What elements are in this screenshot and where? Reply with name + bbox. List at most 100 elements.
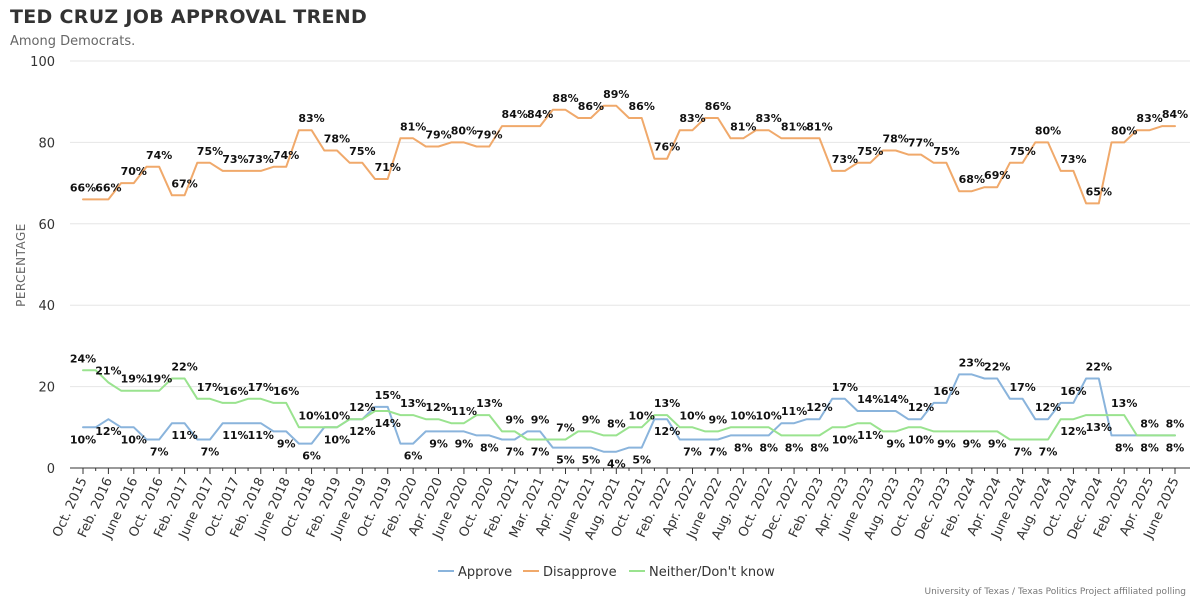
data-label-approve: 4% xyxy=(607,458,626,471)
data-label-disapprove: 83% xyxy=(679,112,705,125)
data-label-disapprove: 83% xyxy=(298,112,324,125)
data-label-disapprove: 86% xyxy=(578,100,604,113)
data-label-approve: 7% xyxy=(709,446,728,459)
data-label-approve: 12% xyxy=(349,425,375,438)
data-label-approve: 14% xyxy=(882,393,908,406)
data-label-disapprove: 73% xyxy=(222,153,248,166)
data-label-neither: 11% xyxy=(857,429,883,442)
data-label-neither: 11% xyxy=(451,405,477,418)
data-label-disapprove: 75% xyxy=(197,145,223,158)
data-label-neither: 10% xyxy=(679,409,705,422)
data-label-disapprove: 66% xyxy=(70,181,96,194)
legend-item[interactable]: Disapprove xyxy=(523,565,617,580)
data-label-approve: 9% xyxy=(531,413,550,426)
data-label-approve: 11% xyxy=(781,405,807,418)
data-label-approve: 12% xyxy=(1035,401,1061,414)
data-label-neither: 7% xyxy=(556,422,575,435)
y-axis-label: PERCENTAGE xyxy=(14,223,28,307)
data-label-disapprove: 70% xyxy=(121,165,147,178)
data-label-disapprove: 86% xyxy=(705,100,731,113)
data-label-disapprove: 84% xyxy=(502,108,528,121)
data-label-neither: 10% xyxy=(908,433,934,446)
data-label-neither: 10% xyxy=(324,409,350,422)
data-label-disapprove: 78% xyxy=(324,133,350,146)
data-label-disapprove: 65% xyxy=(1086,185,1112,198)
data-label-disapprove: 75% xyxy=(933,145,959,158)
data-label-neither: 12% xyxy=(1060,425,1086,438)
data-label-approve: 9% xyxy=(277,437,296,450)
data-label-approve: 14% xyxy=(857,393,883,406)
y-tick-label: 0 xyxy=(47,462,55,477)
legend-label: Disapprove xyxy=(543,565,617,580)
data-label-neither: 19% xyxy=(146,373,172,386)
data-label-approve: 8% xyxy=(759,441,778,454)
data-label-neither: 9% xyxy=(937,437,956,450)
data-label-approve: 8% xyxy=(1115,441,1134,454)
data-label-approve: 7% xyxy=(201,446,220,459)
data-label-neither: 13% xyxy=(400,397,426,410)
data-label-disapprove: 68% xyxy=(959,173,985,186)
legend-item[interactable]: Neither/Don't know xyxy=(629,565,775,580)
data-label-neither: 17% xyxy=(248,381,274,394)
data-label-neither: 9% xyxy=(505,413,524,426)
data-label-approve: 23% xyxy=(959,356,985,369)
data-label-neither: 16% xyxy=(273,385,299,398)
data-label-approve: 15% xyxy=(375,389,401,402)
data-label-disapprove: 81% xyxy=(781,120,807,133)
data-label-disapprove: 81% xyxy=(400,120,426,133)
legend-item[interactable]: Approve xyxy=(438,565,512,580)
data-label-approve: 8% xyxy=(480,441,499,454)
data-label-neither: 13% xyxy=(1086,421,1112,434)
data-label-disapprove: 66% xyxy=(95,181,121,194)
data-label-neither: 8% xyxy=(607,417,626,430)
data-label-neither: 7% xyxy=(1039,446,1058,459)
data-label-neither: 13% xyxy=(1111,397,1137,410)
data-label-approve: 8% xyxy=(1140,441,1159,454)
data-label-neither: 17% xyxy=(197,381,223,394)
data-label-neither: 19% xyxy=(121,373,147,386)
data-label-disapprove: 86% xyxy=(629,100,655,113)
data-label-disapprove: 69% xyxy=(984,169,1010,182)
data-label-neither: 22% xyxy=(171,360,197,373)
data-label-approve: 10% xyxy=(70,433,96,446)
data-label-disapprove: 81% xyxy=(730,120,756,133)
data-label-disapprove: 77% xyxy=(908,137,934,150)
data-label-neither: 16% xyxy=(222,385,248,398)
data-label-neither: 14% xyxy=(375,417,401,430)
data-label-approve: 8% xyxy=(1166,441,1185,454)
data-label-neither: 7% xyxy=(531,446,550,459)
data-label-disapprove: 79% xyxy=(476,128,502,141)
data-label-approve: 17% xyxy=(832,381,858,394)
data-label-neither: 10% xyxy=(756,409,782,422)
data-label-approve: 12% xyxy=(95,425,121,438)
data-label-approve: 10% xyxy=(121,433,147,446)
data-label-neither: 9% xyxy=(962,437,981,450)
y-tick-label: 80 xyxy=(38,136,55,151)
data-label-disapprove: 83% xyxy=(1136,112,1162,125)
data-label-neither: 10% xyxy=(832,433,858,446)
data-label-neither: 8% xyxy=(785,441,804,454)
data-label-neither: 9% xyxy=(709,413,728,426)
data-label-approve: 12% xyxy=(654,425,680,438)
data-label-disapprove: 73% xyxy=(248,153,274,166)
data-label-approve: 5% xyxy=(582,454,601,467)
data-label-approve: 22% xyxy=(1086,360,1112,373)
data-label-neither: 24% xyxy=(70,352,96,365)
data-label-neither: 10% xyxy=(298,409,324,422)
data-label-disapprove: 71% xyxy=(375,161,401,174)
data-label-approve: 12% xyxy=(806,401,832,414)
data-label-neither: 9% xyxy=(582,413,601,426)
data-label-disapprove: 75% xyxy=(349,145,375,158)
y-tick-label: 100 xyxy=(30,55,55,70)
data-label-disapprove: 80% xyxy=(451,124,477,137)
data-label-disapprove: 73% xyxy=(832,153,858,166)
data-label-neither: 10% xyxy=(730,409,756,422)
data-label-disapprove: 75% xyxy=(1009,145,1035,158)
data-label-neither: 12% xyxy=(349,401,375,414)
data-label-approve: 12% xyxy=(908,401,934,414)
data-label-approve: 17% xyxy=(1009,381,1035,394)
data-label-disapprove: 89% xyxy=(603,88,629,101)
data-label-approve: 22% xyxy=(984,360,1010,373)
data-label-approve: 7% xyxy=(683,446,702,459)
